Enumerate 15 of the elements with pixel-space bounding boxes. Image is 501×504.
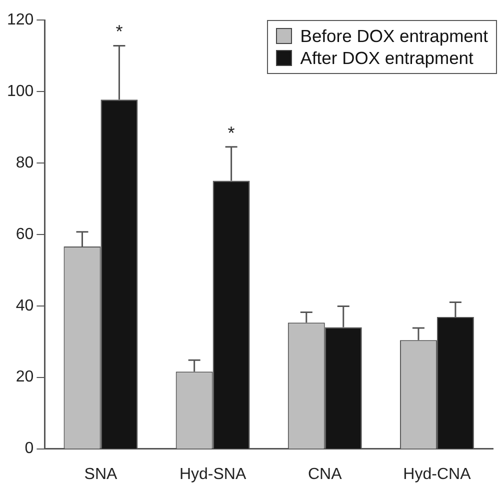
x-tick-label: Hyd-SNA [179, 466, 246, 483]
y-tick-label: 100 [6, 82, 34, 100]
annotation: * [228, 122, 235, 143]
legend-label: After DOX entrapment [300, 47, 474, 69]
y-tick-label: 20 [16, 368, 34, 386]
y-tick-label: 120 [6, 11, 34, 28]
x-tick-label: Hyd-CNA [403, 466, 472, 483]
legend-label: Before DOX entrapment [300, 25, 488, 47]
annotation: * [116, 22, 123, 42]
y-tick-label: 60 [16, 226, 34, 243]
x-tick-label: SNA [84, 466, 118, 483]
x-tick-label: CNA [308, 466, 342, 483]
y-tick-label: 0 [24, 440, 34, 458]
y-tick-label: 40 [16, 297, 34, 314]
y-tick-label: 80 [16, 154, 34, 172]
